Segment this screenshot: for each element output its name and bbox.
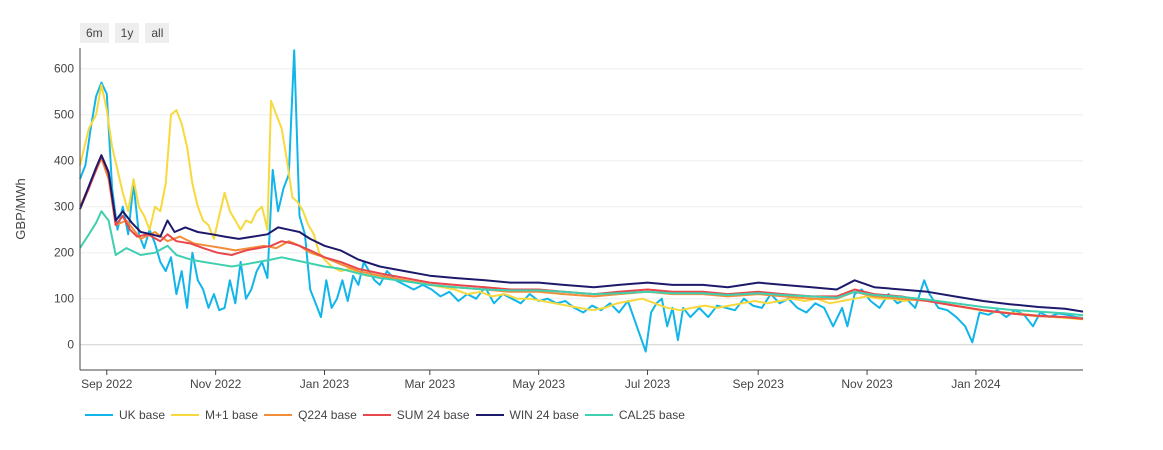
x-tick-label: Nov 2023	[841, 377, 893, 391]
legend-item[interactable]: Q224 base	[264, 408, 357, 422]
y-tick-label: 500	[54, 108, 74, 122]
x-tick-label: Jan 2023	[300, 377, 350, 391]
series-line-win-24-base	[79, 154, 1084, 313]
series-line-uk-base	[79, 49, 1084, 353]
legend-item[interactable]: WIN 24 base	[475, 408, 579, 422]
legend: UK base M+1 base Q224 base SUM 24 base WIN 2…	[85, 408, 691, 422]
legend-label: M+1 base	[205, 408, 259, 422]
range-6m-button[interactable]: 6m	[80, 23, 109, 43]
legend-item[interactable]: CAL25 base	[584, 408, 685, 422]
y-tick-label: 300	[54, 200, 74, 214]
y-axis-title: GBP/MWh	[13, 178, 28, 239]
legend-item[interactable]: SUM 24 base	[362, 408, 470, 422]
x-tick-label: Jul 2023	[625, 377, 671, 391]
x-tick-label: Sep 2022	[81, 377, 133, 391]
legend-swatch	[171, 414, 200, 416]
legend-label: SUM 24 base	[396, 408, 470, 422]
y-tick-label: 200	[54, 246, 74, 260]
x-tick-label: Mar 2023	[404, 377, 455, 391]
y-tick-label: 100	[54, 292, 74, 306]
legend-swatch	[584, 414, 613, 416]
x-tick-label: May 2023	[512, 377, 565, 391]
legend-swatch	[362, 414, 391, 416]
legend-swatch	[264, 414, 293, 416]
range-1y-button[interactable]: 1y	[114, 23, 140, 43]
series-layer	[79, 49, 1084, 353]
y-tick-label: 0	[67, 338, 74, 352]
legend-label: CAL25 base	[618, 408, 685, 422]
range-all-button[interactable]: all	[145, 23, 170, 43]
grid-lines	[80, 68, 1083, 346]
y-tick-label: 400	[54, 154, 74, 168]
axes: 0 100 200 300 400 500 600 Sep 2022 Nov 2022 Jan 2…	[54, 48, 1083, 391]
legend-label: Q224 base	[298, 408, 357, 422]
x-tick-label: Sep 2023	[732, 377, 784, 391]
series-line-cal25-base	[79, 210, 1084, 317]
legend-item[interactable]: UK base	[85, 408, 165, 422]
legend-label: WIN 24 base	[509, 408, 579, 422]
y-tick-label: 600	[54, 62, 74, 76]
legend-swatch	[85, 414, 113, 416]
range-selector: 6m 1y all	[80, 23, 170, 43]
x-tick-label: Jan 2024	[951, 377, 1001, 391]
legend-label: UK base	[119, 408, 166, 422]
legend-swatch	[475, 414, 504, 416]
x-tick-label: Nov 2022	[190, 377, 242, 391]
legend-item[interactable]: M+1 base	[171, 408, 258, 422]
